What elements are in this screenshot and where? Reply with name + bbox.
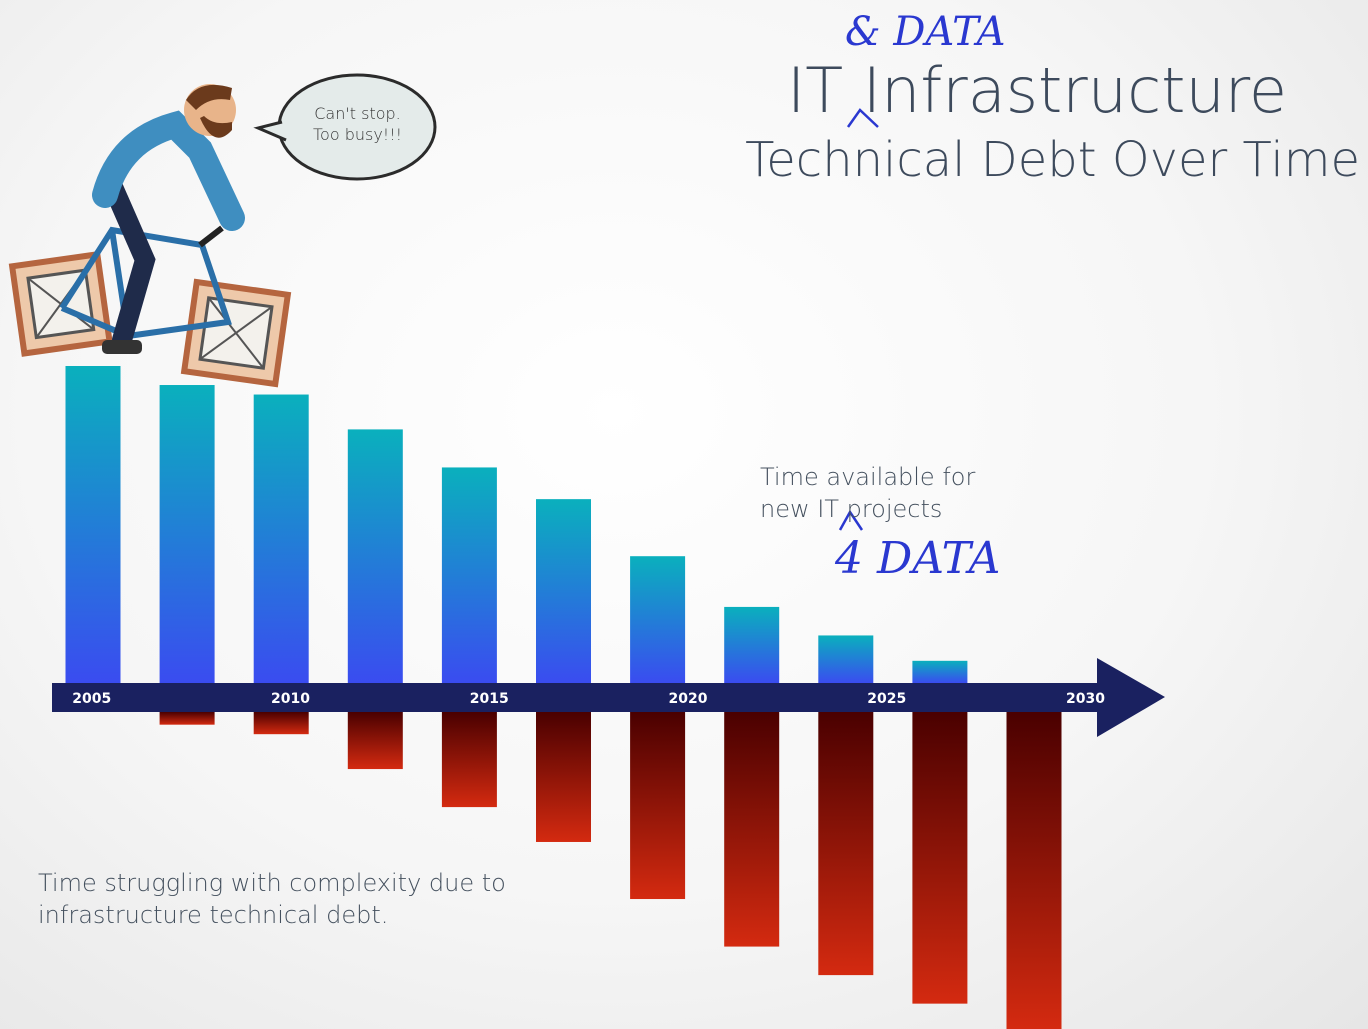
- handwritten-insert: & DATA: [845, 9, 1005, 55]
- x-tick-label: 2025: [867, 691, 906, 707]
- bar: [442, 712, 497, 807]
- x-tick-label: 2005: [72, 691, 111, 707]
- chart-title: IT Infrastructure: [787, 54, 1287, 127]
- bar: [160, 385, 215, 683]
- bar: [66, 366, 121, 683]
- bar: [724, 607, 779, 683]
- handwritten-insert: 4 DATA: [834, 533, 1000, 584]
- x-tick-label: 2020: [669, 691, 708, 707]
- bar: [536, 499, 591, 683]
- bar: [348, 712, 403, 769]
- bar: [818, 635, 873, 683]
- series-label: Time struggling with complexity due to i…: [38, 867, 518, 931]
- series-label: Time available for new IT projects: [760, 461, 1000, 525]
- bar: [348, 429, 403, 683]
- timeline-axis: 2005 2010 2015 2020 2025 2030: [52, 658, 1165, 737]
- bar: [912, 712, 967, 1004]
- speech-text: Can't stop. Too busy!!!: [300, 103, 415, 145]
- bar: [254, 395, 309, 683]
- bar: [160, 712, 215, 725]
- bar: [630, 712, 685, 899]
- bar: [818, 712, 873, 975]
- bar: [630, 556, 685, 683]
- bar: [912, 661, 967, 683]
- bar: [724, 712, 779, 947]
- bar: [442, 467, 497, 683]
- bar: [536, 712, 591, 842]
- axis-arrow: [52, 658, 1165, 737]
- x-tick-label: 2030: [1066, 691, 1105, 707]
- page: IT Infrastructure Technical Debt Over Ti…: [0, 0, 1368, 1029]
- x-tick-label: 2010: [271, 691, 310, 707]
- chart-subtitle: Technical Debt Over Time: [745, 132, 1360, 188]
- bar: [254, 712, 309, 734]
- x-tick-label: 2015: [470, 691, 509, 707]
- bar: [1007, 712, 1062, 1029]
